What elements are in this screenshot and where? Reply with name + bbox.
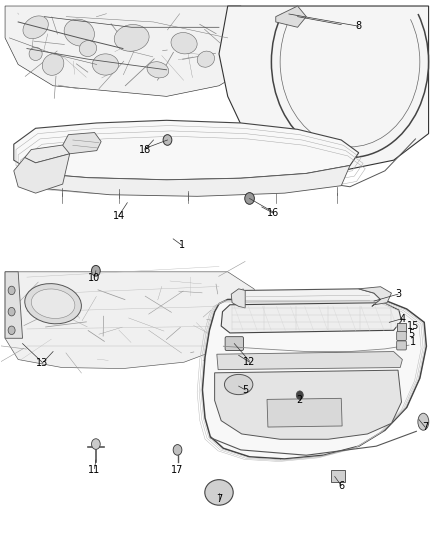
- Polygon shape: [215, 370, 402, 439]
- Ellipse shape: [29, 47, 42, 61]
- Text: 10: 10: [88, 273, 101, 283]
- Circle shape: [92, 439, 100, 449]
- Text: 15: 15: [407, 321, 420, 331]
- Text: 11: 11: [88, 465, 101, 474]
- Polygon shape: [5, 272, 22, 338]
- Polygon shape: [18, 165, 350, 196]
- Polygon shape: [231, 289, 245, 308]
- Text: 5: 5: [242, 385, 248, 395]
- Polygon shape: [359, 287, 392, 306]
- Text: 5: 5: [408, 329, 414, 339]
- Ellipse shape: [205, 480, 233, 505]
- Polygon shape: [221, 303, 402, 333]
- Circle shape: [245, 192, 254, 204]
- Text: 18: 18: [139, 144, 151, 155]
- Polygon shape: [14, 120, 359, 180]
- Polygon shape: [239, 289, 381, 308]
- Circle shape: [8, 308, 15, 316]
- FancyBboxPatch shape: [331, 470, 345, 482]
- Ellipse shape: [42, 54, 64, 75]
- Ellipse shape: [92, 54, 119, 75]
- Text: 1: 1: [179, 240, 185, 250]
- Text: 1: 1: [410, 337, 417, 347]
- Ellipse shape: [418, 413, 429, 430]
- Polygon shape: [202, 300, 426, 459]
- Circle shape: [163, 135, 172, 146]
- Ellipse shape: [31, 289, 75, 318]
- FancyBboxPatch shape: [397, 332, 406, 341]
- FancyBboxPatch shape: [397, 323, 406, 333]
- Ellipse shape: [114, 25, 149, 51]
- Text: 3: 3: [395, 289, 401, 299]
- Circle shape: [92, 265, 100, 276]
- Polygon shape: [276, 6, 306, 27]
- Ellipse shape: [171, 33, 197, 54]
- Polygon shape: [5, 272, 263, 368]
- Circle shape: [173, 445, 182, 455]
- Circle shape: [8, 326, 15, 335]
- Text: 2: 2: [297, 395, 303, 406]
- Text: 6: 6: [338, 481, 344, 490]
- Ellipse shape: [197, 51, 215, 67]
- Text: 16: 16: [268, 208, 280, 219]
- Polygon shape: [63, 133, 101, 154]
- FancyBboxPatch shape: [397, 341, 406, 350]
- Text: 8: 8: [356, 21, 362, 31]
- FancyBboxPatch shape: [225, 337, 244, 351]
- Polygon shape: [25, 144, 70, 163]
- Circle shape: [8, 286, 15, 295]
- Text: 14: 14: [113, 211, 125, 221]
- Ellipse shape: [147, 62, 169, 78]
- Circle shape: [296, 391, 303, 399]
- Polygon shape: [219, 6, 428, 171]
- Ellipse shape: [23, 16, 48, 39]
- Text: 7: 7: [422, 422, 428, 432]
- Ellipse shape: [224, 374, 253, 394]
- Text: 4: 4: [399, 313, 406, 324]
- Polygon shape: [267, 398, 342, 427]
- Text: 12: 12: [244, 357, 256, 367]
- Polygon shape: [14, 154, 70, 193]
- Polygon shape: [217, 352, 403, 369]
- Text: 17: 17: [171, 465, 184, 474]
- Ellipse shape: [79, 41, 97, 56]
- Ellipse shape: [25, 284, 81, 324]
- Text: 7: 7: [216, 494, 222, 504]
- Text: 13: 13: [36, 358, 48, 368]
- Ellipse shape: [64, 19, 95, 46]
- Polygon shape: [5, 6, 263, 96]
